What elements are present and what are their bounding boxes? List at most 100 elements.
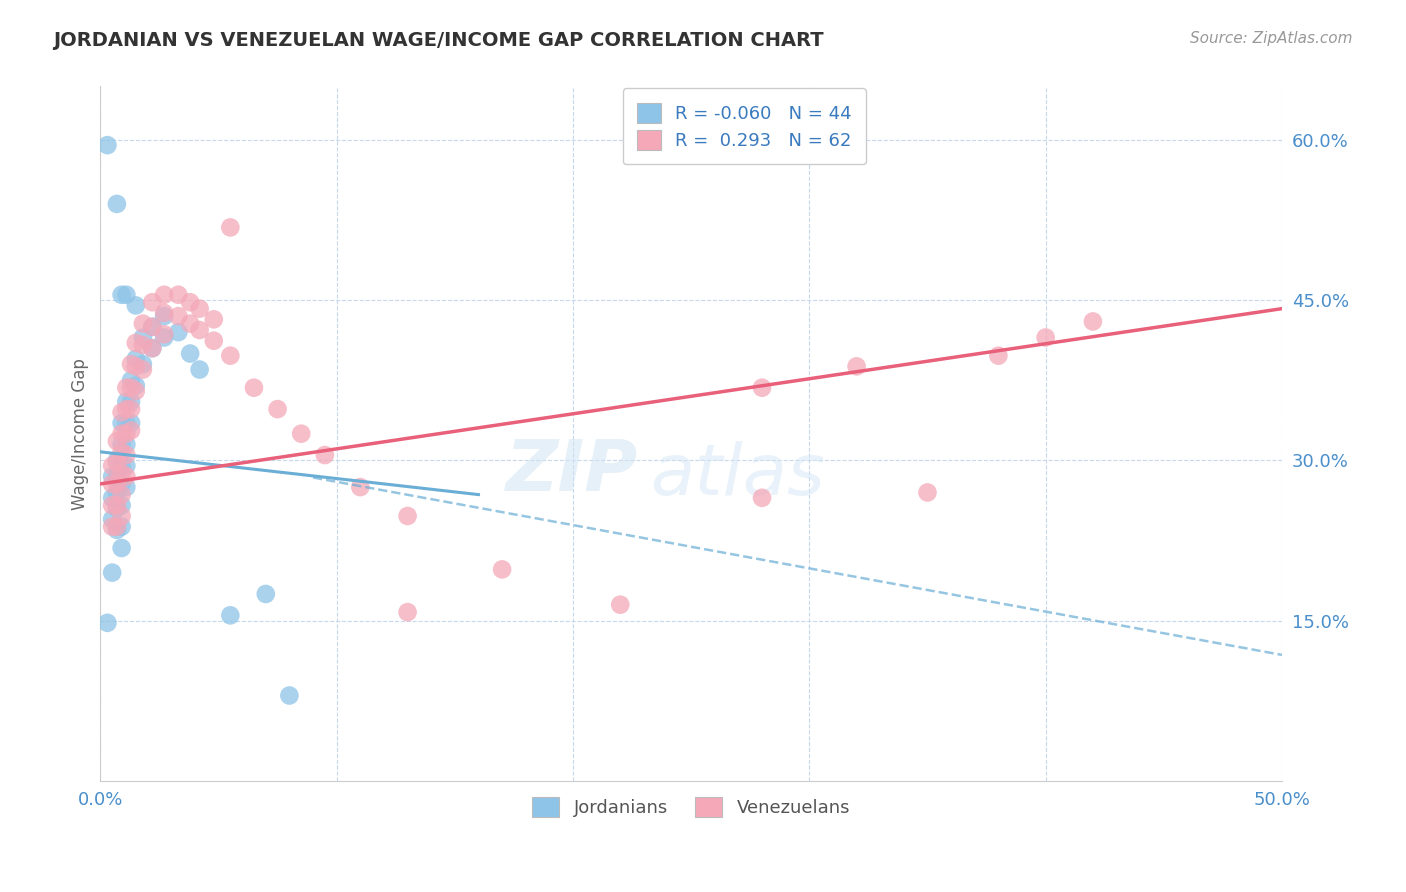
Point — [132, 317, 155, 331]
Point — [111, 467, 134, 481]
Text: Source: ZipAtlas.com: Source: ZipAtlas.com — [1189, 31, 1353, 46]
Point — [111, 541, 134, 555]
Point — [845, 359, 868, 374]
Point — [179, 295, 201, 310]
Point — [202, 312, 225, 326]
Point — [101, 476, 124, 491]
Point — [105, 498, 128, 512]
Point — [115, 448, 138, 462]
Point — [987, 349, 1010, 363]
Point — [105, 485, 128, 500]
Point — [96, 615, 118, 630]
Point — [141, 341, 163, 355]
Point — [290, 426, 312, 441]
Point — [105, 519, 128, 533]
Point — [120, 416, 142, 430]
Point — [314, 448, 336, 462]
Point — [105, 476, 128, 491]
Point — [188, 323, 211, 337]
Point — [167, 287, 190, 301]
Point — [141, 319, 163, 334]
Point — [125, 351, 148, 366]
Point — [115, 469, 138, 483]
Point — [153, 327, 176, 342]
Point — [125, 384, 148, 398]
Point — [111, 487, 134, 501]
Point — [111, 426, 134, 441]
Point — [396, 508, 419, 523]
Point — [120, 357, 142, 371]
Point — [120, 381, 142, 395]
Point — [101, 519, 124, 533]
Point — [111, 498, 134, 512]
Point — [105, 523, 128, 537]
Text: atlas: atlas — [650, 441, 824, 510]
Point — [278, 689, 301, 703]
Point — [115, 381, 138, 395]
Point — [105, 453, 128, 467]
Point — [132, 338, 155, 352]
Point — [111, 476, 134, 491]
Point — [115, 437, 138, 451]
Point — [105, 434, 128, 449]
Point — [167, 325, 190, 339]
Legend: Jordanians, Venezuelans: Jordanians, Venezuelans — [524, 789, 858, 824]
Point — [132, 330, 155, 344]
Point — [132, 362, 155, 376]
Point — [349, 480, 371, 494]
Point — [153, 306, 176, 320]
Point — [111, 458, 134, 473]
Point — [111, 287, 134, 301]
Point — [132, 357, 155, 371]
Point — [115, 426, 138, 441]
Point — [188, 362, 211, 376]
Point — [188, 301, 211, 316]
Point — [141, 295, 163, 310]
Point — [120, 402, 142, 417]
Point — [219, 220, 242, 235]
Point — [115, 480, 138, 494]
Text: ZIP: ZIP — [506, 437, 638, 507]
Y-axis label: Wage/Income Gap: Wage/Income Gap — [72, 358, 89, 509]
Point — [101, 498, 124, 512]
Point — [179, 317, 201, 331]
Point — [179, 346, 201, 360]
Point — [219, 349, 242, 363]
Point — [202, 334, 225, 348]
Point — [1081, 314, 1104, 328]
Point — [96, 138, 118, 153]
Point — [125, 378, 148, 392]
Point — [120, 424, 142, 438]
Point — [105, 456, 128, 470]
Point — [111, 437, 134, 451]
Point — [111, 519, 134, 533]
Point — [125, 359, 148, 374]
Point — [751, 381, 773, 395]
Point — [153, 330, 176, 344]
Point — [105, 469, 128, 483]
Point — [167, 309, 190, 323]
Point — [219, 608, 242, 623]
Point — [115, 416, 138, 430]
Point — [101, 491, 124, 505]
Point — [153, 309, 176, 323]
Text: JORDANIAN VS VENEZUELAN WAGE/INCOME GAP CORRELATION CHART: JORDANIAN VS VENEZUELAN WAGE/INCOME GAP … — [53, 31, 824, 50]
Point — [243, 381, 266, 395]
Point — [125, 335, 148, 350]
Point — [141, 341, 163, 355]
Point — [266, 402, 288, 417]
Point — [105, 197, 128, 211]
Point — [101, 512, 124, 526]
Point — [105, 501, 128, 516]
Point — [115, 394, 138, 409]
Point — [111, 445, 134, 459]
Point — [609, 598, 631, 612]
Point — [115, 402, 138, 417]
Point — [917, 485, 939, 500]
Point — [111, 405, 134, 419]
Point — [254, 587, 277, 601]
Point — [491, 562, 513, 576]
Point — [120, 394, 142, 409]
Point — [751, 491, 773, 505]
Point — [120, 373, 142, 387]
